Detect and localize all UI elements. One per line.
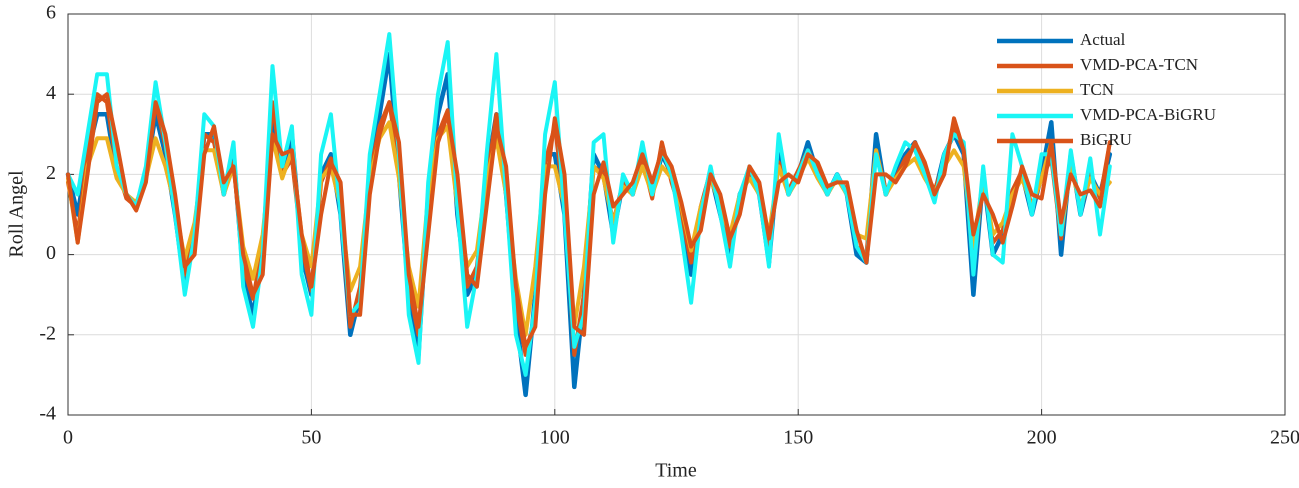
x-tick-label: 0 (63, 427, 73, 449)
x-tick-label: 100 (540, 427, 570, 449)
y-tick-label: 2 (46, 162, 56, 184)
legend-label: TCN (1080, 80, 1114, 99)
x-tick-label: 50 (301, 427, 321, 449)
series-line (66, 92, 1112, 349)
x-tick-label: 250 (1270, 427, 1299, 449)
y-tick-label: -2 (39, 322, 56, 344)
y-tick-label: -4 (39, 403, 56, 425)
x-tick-label: 150 (783, 427, 813, 449)
legend-label: Actual (1080, 30, 1126, 49)
x-axis-label: Time (655, 460, 697, 482)
legend-label: VMD-PCA-TCN (1080, 55, 1198, 74)
plot-frame (67, 13, 1286, 416)
y-axis-label: Roll Angel (6, 170, 28, 258)
y-tick-label: 6 (46, 2, 56, 24)
x-tick-label: 200 (1027, 427, 1057, 449)
series-line (66, 32, 1112, 377)
y-tick-label: 0 (46, 242, 56, 264)
legend-label: BiGRU (1080, 130, 1132, 149)
y-tick-label: 4 (46, 82, 56, 104)
legend-label: VMD-PCA-BiGRU (1080, 105, 1216, 124)
